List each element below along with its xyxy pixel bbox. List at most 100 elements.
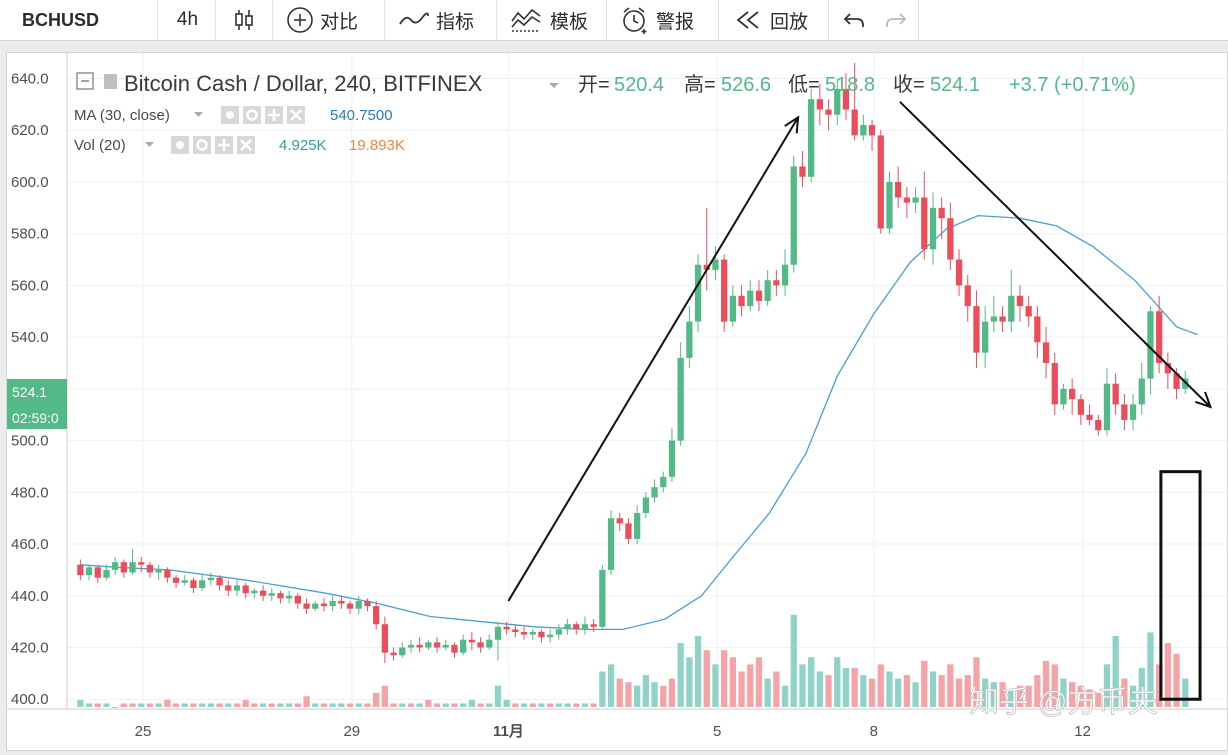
volume-bar <box>616 678 623 707</box>
candlestick-icon <box>231 7 257 33</box>
volume-bar <box>1103 664 1111 707</box>
candle-body <box>225 585 232 591</box>
candle-body <box>573 624 580 630</box>
candle-body <box>399 647 406 656</box>
candle-body <box>451 644 458 653</box>
volume-bar <box>1034 675 1041 707</box>
redo-icon <box>884 10 908 30</box>
candle-body <box>277 593 284 599</box>
volume-bar <box>329 703 336 707</box>
candle <box>94 564 101 583</box>
legend-title: Bitcoin Cash / Dollar, 240, BITFINEX <box>124 71 483 96</box>
candle-body <box>982 321 989 353</box>
replay-button[interactable]: 回放 <box>724 0 828 40</box>
candle-body <box>816 99 823 110</box>
candle-body <box>1182 378 1189 389</box>
candle <box>399 642 406 658</box>
candle <box>1129 394 1137 431</box>
candle <box>138 556 145 573</box>
volume-bar <box>1051 664 1058 707</box>
volume-bar <box>851 667 858 707</box>
volume-bar <box>190 703 197 707</box>
candle <box>886 171 893 234</box>
volume-bar <box>494 685 502 707</box>
candle <box>503 621 510 635</box>
replay-label: 回放 <box>770 11 809 33</box>
volume-bar <box>103 703 110 707</box>
candle-body <box>164 569 171 578</box>
toolbar-divider <box>215 0 216 40</box>
volume-bar <box>207 703 214 707</box>
volume-bar <box>1077 685 1084 707</box>
compare-button[interactable]: 对比 <box>276 0 382 40</box>
candle-body <box>251 590 258 594</box>
candle-body <box>1156 311 1163 364</box>
candle-body <box>1042 342 1050 364</box>
volume-bar <box>947 664 954 707</box>
legend-dropdown-icon[interactable] <box>549 83 559 88</box>
candle-body <box>1112 383 1119 405</box>
candle-body <box>312 603 319 609</box>
gear-icon-shape <box>196 139 208 151</box>
volume-bar <box>703 650 710 707</box>
toolbar-divider <box>384 0 385 40</box>
price-chart[interactable]: 400.0 420.0 440.0 460.0 480.0 500.0 540.0 560.0… <box>7 53 1227 750</box>
collapse-legend-icon[interactable] <box>76 72 94 90</box>
candle-body <box>216 577 223 586</box>
volume-bar <box>773 671 780 707</box>
volume-bar <box>799 664 806 707</box>
volume-bar <box>233 703 241 707</box>
gear-icon[interactable] <box>193 136 211 154</box>
candle-body <box>294 595 301 604</box>
vol-dropdown-icon[interactable] <box>145 142 154 147</box>
candle <box>1042 326 1050 379</box>
interval-selector[interactable]: 4h <box>160 0 215 40</box>
toolbar-divider <box>157 0 158 40</box>
symbol-selector[interactable]: BCHUSD <box>12 0 157 40</box>
volume-bar <box>251 703 258 707</box>
alert-button[interactable]: 警报 <box>610 0 716 40</box>
gear-icon[interactable] <box>243 106 261 124</box>
candle <box>929 192 937 265</box>
candle <box>790 156 797 273</box>
highlight-box <box>1159 470 1202 701</box>
legend-low-label: 低= <box>788 73 820 96</box>
candle-body <box>442 644 449 648</box>
candle <box>625 518 632 545</box>
volume-bar <box>747 664 754 707</box>
legend-open-label: 开= <box>578 74 610 96</box>
price-tag-value: 524.1 <box>12 384 47 400</box>
candle-body <box>808 99 815 177</box>
compare-label: 对比 <box>320 11 359 33</box>
candle-body <box>755 290 763 301</box>
time-tick-label: 5 <box>713 723 721 740</box>
candle-body <box>129 562 136 573</box>
candle <box>738 285 745 317</box>
templates-button[interactable]: 模板 <box>500 0 604 40</box>
chart-pane[interactable]: 400.0 420.0 440.0 460.0 480.0 500.0 540.0 560.0… <box>6 52 1228 751</box>
chart-type-button[interactable] <box>218 0 270 40</box>
candle <box>494 621 502 661</box>
candle <box>103 564 110 581</box>
candle-body <box>1077 399 1084 415</box>
candle-body <box>834 88 841 115</box>
candle-body <box>1069 388 1076 400</box>
price-tick-label: 580.0 <box>11 226 49 243</box>
candle <box>1034 306 1041 358</box>
volume-bar <box>990 682 997 707</box>
price-tag-countdown: 02:59:0 <box>12 410 59 426</box>
eye-icon-pupil <box>226 111 234 119</box>
volume-bar <box>138 703 145 707</box>
candle <box>747 280 754 312</box>
volume-bar <box>1173 653 1180 707</box>
candle <box>590 619 597 632</box>
volume-bar <box>712 664 719 707</box>
candle <box>868 119 876 151</box>
candle-body <box>634 513 641 539</box>
ma-dropdown-icon[interactable] <box>194 112 203 117</box>
redo-button[interactable] <box>876 0 916 40</box>
undo-button[interactable] <box>834 0 874 40</box>
volume-bar <box>938 675 945 707</box>
indicators-button[interactable]: 指标 <box>388 0 494 40</box>
candle <box>1051 352 1058 415</box>
